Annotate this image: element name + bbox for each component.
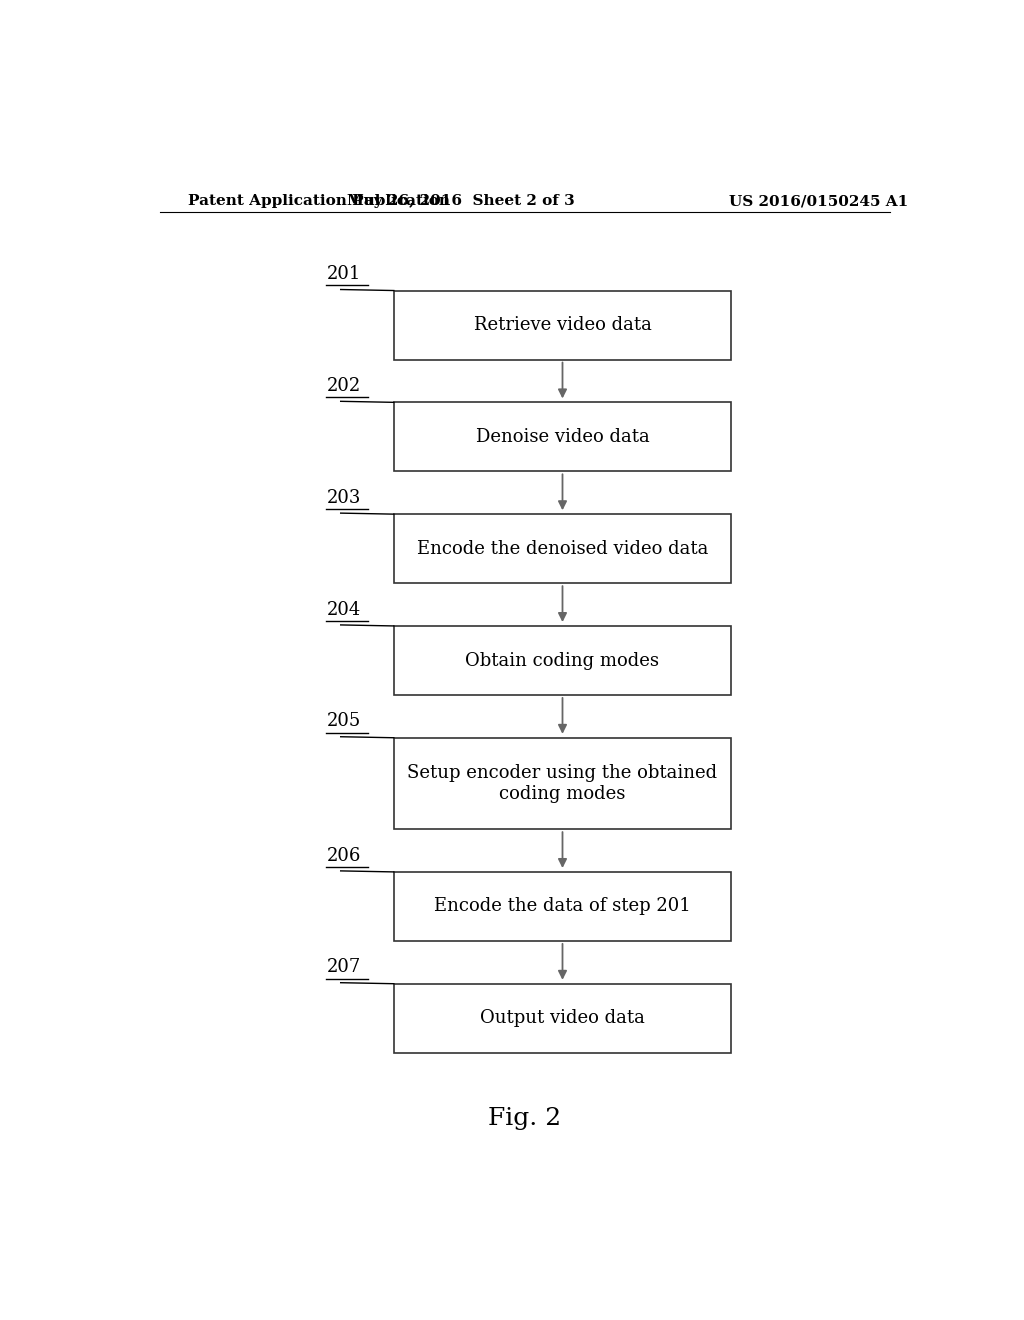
Text: Obtain coding modes: Obtain coding modes (466, 652, 659, 669)
Bar (394, 738, 731, 829)
Bar (394, 873, 731, 941)
Text: Encode the denoised video data: Encode the denoised video data (417, 540, 709, 557)
Text: 205: 205 (327, 713, 360, 730)
Text: Setup encoder using the obtained
coding modes: Setup encoder using the obtained coding … (408, 764, 718, 803)
Text: 207: 207 (327, 958, 360, 977)
Text: Patent Application Publication: Patent Application Publication (187, 194, 450, 209)
Bar (394, 403, 731, 471)
Text: Output video data: Output video data (480, 1010, 645, 1027)
Text: 202: 202 (327, 378, 360, 395)
Bar (394, 290, 731, 359)
Text: Denoise video data: Denoise video data (475, 428, 649, 446)
Bar (394, 626, 731, 696)
Text: Retrieve video data: Retrieve video data (473, 315, 651, 334)
Text: 201: 201 (327, 265, 360, 282)
Bar (394, 515, 731, 583)
Text: US 2016/0150245 A1: US 2016/0150245 A1 (729, 194, 908, 209)
Text: 204: 204 (327, 601, 360, 619)
Text: 203: 203 (327, 488, 360, 507)
Text: May 26, 2016  Sheet 2 of 3: May 26, 2016 Sheet 2 of 3 (347, 194, 575, 209)
Text: Encode the data of step 201: Encode the data of step 201 (434, 898, 691, 916)
Text: Fig. 2: Fig. 2 (488, 1107, 561, 1130)
Text: 206: 206 (327, 846, 360, 865)
Bar (394, 983, 731, 1053)
